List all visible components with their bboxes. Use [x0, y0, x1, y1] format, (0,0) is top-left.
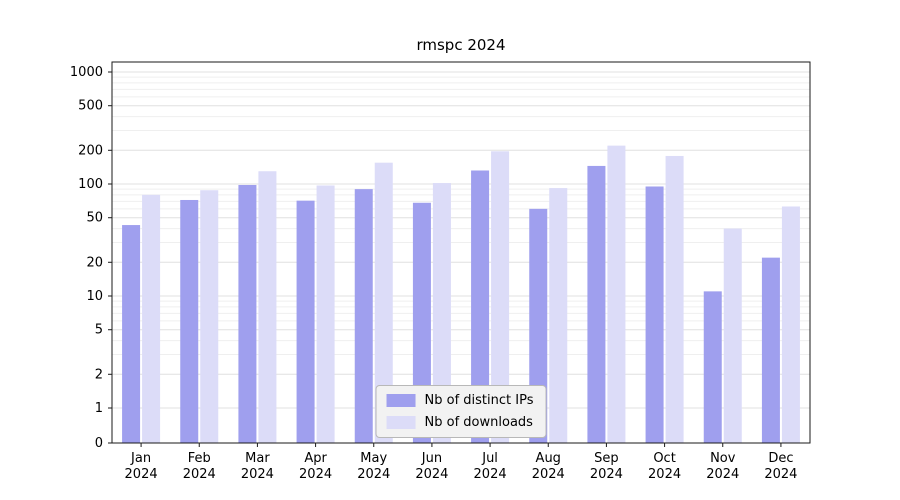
x-tick-label-month: Mar [245, 451, 270, 466]
x-tick-label-year: 2024 [183, 467, 216, 482]
x-tick-label-year: 2024 [648, 467, 681, 482]
legend-item-downloads: Nb of downloads [386, 415, 534, 430]
bar-distinct-ips-sep [587, 165, 606, 443]
x-tick-label-month: Jul [481, 451, 498, 466]
y-tick-label: 100 [78, 177, 103, 192]
bar-distinct-ips-mar [238, 184, 257, 444]
plot-frame [111, 61, 811, 444]
bar-downloads-sep [607, 145, 626, 443]
y-tick-label: 1000 [70, 65, 103, 80]
chart-title: rmspc 2024 [416, 36, 506, 54]
x-tick-label-month: Apr [304, 451, 327, 466]
legend-item-distinct-ips: Nb of distinct IPs [386, 393, 534, 408]
x-tick-label-month: Jan [130, 451, 151, 466]
bar-downloads-apr [316, 185, 335, 443]
bar-downloads-jul [491, 151, 510, 443]
x-tick-label-year: 2024 [706, 467, 739, 482]
y-tick-label: 5 [95, 323, 103, 338]
y-tick-label: 50 [86, 211, 103, 226]
x-tick-label-year: 2024 [474, 467, 507, 482]
y-tick-label: 200 [78, 143, 103, 158]
legend-swatch-downloads [386, 416, 416, 429]
bar-downloads-aug [549, 188, 568, 443]
bar-downloads-jan [142, 194, 161, 443]
x-tick-label-month: Sep [594, 451, 619, 466]
legend-label-distinct-ips: Nb of distinct IPs [424, 393, 534, 408]
bar-distinct-ips-oct [645, 186, 664, 444]
y-tick-label: 1 [95, 401, 103, 416]
x-tick-label-month: Dec [768, 451, 793, 466]
bar-downloads-jun [432, 183, 451, 443]
y-tick-label: 20 [86, 255, 103, 270]
bar-distinct-ips-may [354, 189, 373, 443]
bar-distinct-ips-jan [122, 225, 141, 443]
y-tick-label: 0 [95, 436, 103, 451]
bar-distinct-ips-jun [412, 202, 431, 443]
x-tick-label-year: 2024 [532, 467, 565, 482]
x-tick-label-year: 2024 [357, 467, 390, 482]
y-tick-label: 2 [95, 367, 103, 382]
bar-distinct-ips-jul [471, 170, 490, 443]
x-tick-label-month: Jun [421, 451, 442, 466]
x-tick-label-month: Aug [536, 451, 561, 466]
bar-distinct-ips-aug [529, 208, 548, 443]
x-tick-label-year: 2024 [590, 467, 623, 482]
x-tick-label-year: 2024 [764, 467, 797, 482]
legend-swatch-distinct-ips [386, 394, 416, 407]
bar-distinct-ips-feb [180, 199, 199, 443]
x-tick-label-month: Feb [188, 451, 211, 466]
x-tick-label-year: 2024 [299, 467, 332, 482]
x-tick-label-month: Oct [653, 451, 675, 466]
x-tick-label-year: 2024 [241, 467, 274, 482]
bar-distinct-ips-nov [703, 291, 722, 443]
x-tick-label-month: May [360, 451, 387, 466]
bar-downloads-nov [723, 228, 742, 443]
bar-downloads-dec [781, 206, 800, 443]
legend: Nb of distinct IPs Nb of downloads [375, 385, 547, 438]
x-tick-label-month: Nov [710, 451, 736, 466]
bar-distinct-ips-dec [761, 257, 780, 443]
legend-label-downloads: Nb of downloads [424, 415, 533, 430]
bar-distinct-ips-apr [296, 200, 315, 443]
bar-downloads-may [374, 162, 393, 443]
x-tick-label-year: 2024 [125, 467, 158, 482]
bar-downloads-oct [665, 155, 684, 444]
y-tick-label: 10 [86, 289, 103, 304]
bar-downloads-feb [200, 190, 219, 443]
bar-downloads-mar [258, 171, 277, 443]
x-tick-label-year: 2024 [415, 467, 448, 482]
y-tick-label: 500 [78, 99, 103, 114]
